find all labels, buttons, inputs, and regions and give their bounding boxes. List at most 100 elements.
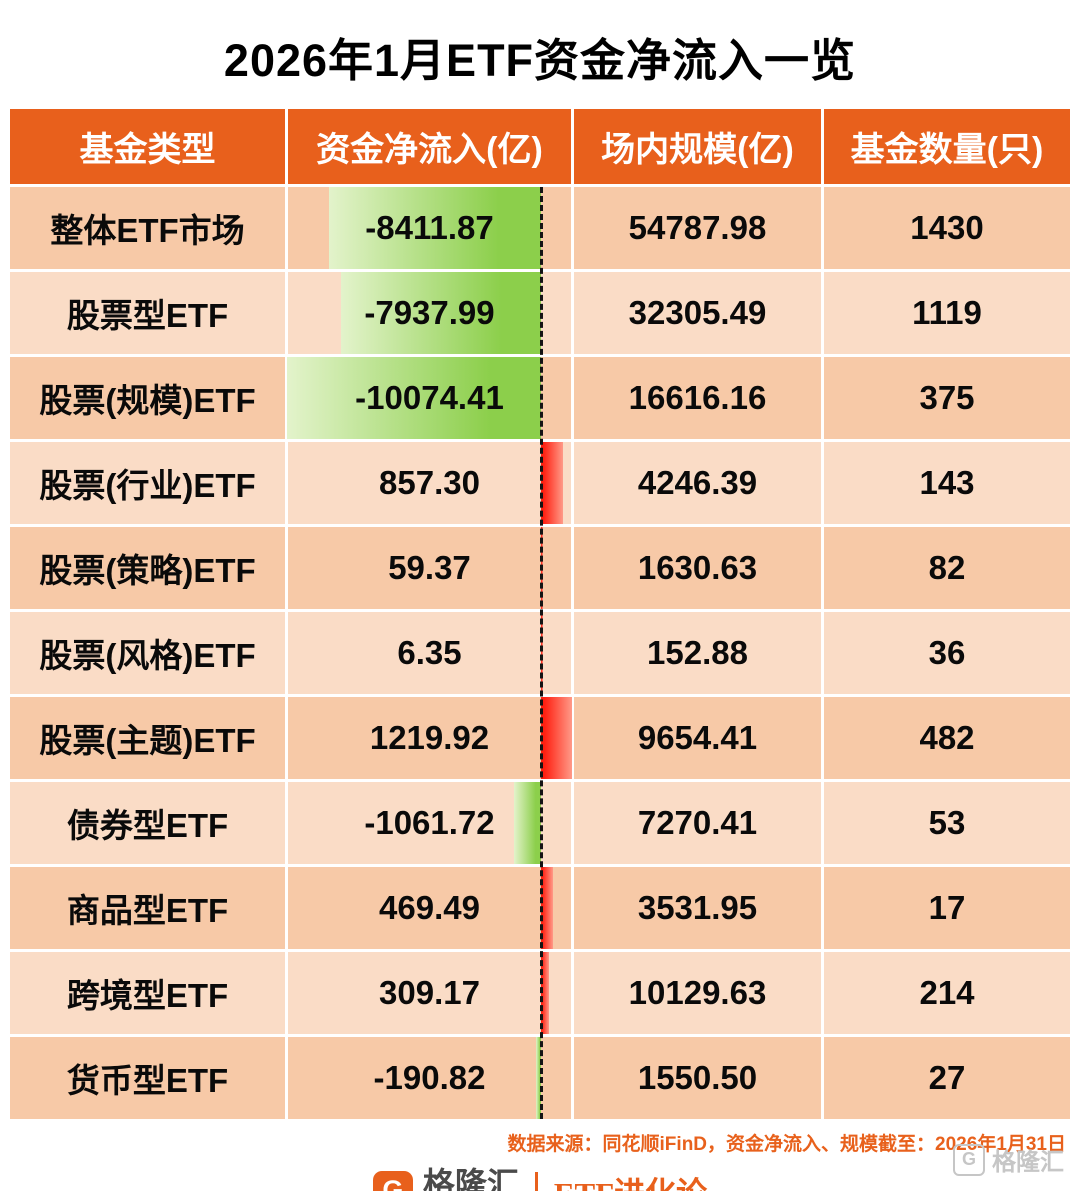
market-scale-cell: 32305.49 (574, 272, 821, 354)
market-scale-cell: 10129.63 (574, 952, 821, 1034)
fund-type-cell: 股票(主题)ETF (10, 697, 285, 779)
market-scale-text: 54787.98 (628, 209, 767, 246)
net-inflow-cell: 857.30 (288, 442, 571, 524)
fund-type-text: 跨境型ETF (66, 977, 229, 1014)
fund-count-cell: 482 (824, 697, 1070, 779)
header-fund-type: 基金类型 (10, 109, 285, 184)
header-net-inflow: 资金净流入(亿) (288, 109, 571, 184)
fund-count-text: 82 (928, 549, 966, 586)
market-scale-cell: 7270.41 (574, 782, 821, 864)
market-scale-text: 7270.41 (637, 804, 758, 841)
table-row: 债券型ETF -1061.72 7270.41 53 (10, 782, 1070, 864)
fund-type-cell: 股票(策略)ETF (10, 527, 285, 609)
market-scale-text: 9654.41 (637, 719, 758, 756)
market-scale-text: 152.88 (647, 634, 748, 671)
etf-table: 基金类型 资金净流入(亿) 场内规模(亿) 基金数量(只) 整体ETF市场 -8… (10, 109, 1070, 1119)
header-market-scale: 场内规模(亿) (574, 109, 821, 184)
fund-count-cell: 1119 (824, 272, 1070, 354)
fund-type-cell: 债券型ETF (10, 782, 285, 864)
fund-type-text: 债券型ETF (66, 807, 229, 844)
fund-count-cell: 1430 (824, 187, 1070, 269)
market-scale-cell: 4246.39 (574, 442, 821, 524)
fund-count-text: 27 (928, 1059, 966, 1096)
inflow-bar (541, 867, 553, 949)
fund-type-text: 商品型ETF (66, 892, 229, 929)
fund-type-cell: 股票型ETF (10, 272, 285, 354)
net-inflow-text: -8411.87 (365, 209, 494, 246)
watermark-logo-icon: G (953, 1143, 985, 1176)
market-scale-text: 1550.50 (637, 1059, 758, 1096)
fund-count-cell: 143 (824, 442, 1070, 524)
inflow-bar (329, 187, 541, 269)
fund-count-text: 53 (928, 804, 966, 841)
fund-count-cell: 82 (824, 527, 1070, 609)
market-scale-text: 10129.63 (628, 974, 767, 1011)
market-scale-cell: 152.88 (574, 612, 821, 694)
fund-type-cell: 股票(行业)ETF (10, 442, 285, 524)
net-inflow-text: -10074.41 (355, 379, 504, 416)
fund-type-text: 股票(策略)ETF (39, 552, 256, 589)
net-inflow-cell: 6.35 (288, 612, 571, 694)
fund-type-text: 股票(行业)ETF (39, 467, 256, 504)
data-source-note: 数据来源：同花顺iFinD，资金净流入、规模截至：2026年1月31日 (507, 1134, 1066, 1155)
inflow-bar (541, 952, 549, 1034)
fund-count-cell: 17 (824, 867, 1070, 949)
inflow-bar (536, 1037, 541, 1119)
table-row: 股票(主题)ETF 1219.92 9654.41 482 (10, 697, 1070, 779)
fund-type-text: 货币型ETF (66, 1062, 229, 1099)
footer-brandbar: G 格隆汇 www.gelonghui.com ETF进化论 (0, 1168, 1080, 1191)
fund-count-text: 214 (919, 974, 975, 1011)
fund-count-cell: 214 (824, 952, 1070, 1034)
table-row: 跨境型ETF 309.17 10129.63 214 (10, 952, 1070, 1034)
market-scale-text: 1630.63 (637, 549, 758, 586)
page-title: 2026年1月ETF资金净流入一览 (223, 35, 857, 86)
table-header-row: 基金类型 资金净流入(亿) 场内规模(亿) 基金数量(只) (10, 109, 1070, 184)
inflow-bar (340, 272, 541, 354)
table-row: 股票(行业)ETF 857.30 4246.39 143 (10, 442, 1070, 524)
fund-count-cell: 53 (824, 782, 1070, 864)
brand-logo-group: G 格隆汇 www.gelonghui.com (372, 1168, 519, 1191)
net-inflow-cell: 59.37 (288, 527, 571, 609)
net-inflow-cell: -190.82 (288, 1037, 571, 1119)
fund-count-text: 36 (928, 634, 966, 671)
net-inflow-cell: 469.49 (288, 867, 571, 949)
table-row: 股票(规模)ETF -10074.41 16616.16 375 (10, 357, 1070, 439)
inflow-bar (541, 697, 572, 779)
fund-type-cell: 股票(规模)ETF (10, 357, 285, 439)
market-scale-text: 16616.16 (628, 379, 767, 416)
inflow-bar (514, 782, 541, 864)
fund-type-cell: 商品型ETF (10, 867, 285, 949)
net-inflow-text: 59.37 (388, 549, 471, 586)
fund-type-text: 股票(主题)ETF (39, 722, 256, 759)
table-body: 整体ETF市场 -8411.87 54787.98 1430 股票型ETF -7… (10, 187, 1070, 1119)
table-row: 货币型ETF -190.82 1550.50 27 (10, 1037, 1070, 1119)
fund-type-cell: 跨境型ETF (10, 952, 285, 1034)
fund-count-text: 143 (919, 464, 975, 501)
brand-name-block: 格隆汇 www.gelonghui.com (423, 1168, 519, 1191)
fund-count-text: 17 (928, 889, 966, 926)
net-inflow-cell: 1219.92 (288, 697, 571, 779)
header-fund-count: 基金数量(只) (824, 109, 1070, 184)
fund-type-cell: 整体ETF市场 (10, 187, 285, 269)
inflow-bar (287, 357, 541, 439)
watermark-text: 格隆汇 (992, 1149, 1064, 1176)
fund-type-cell: 股票(风格)ETF (10, 612, 285, 694)
market-scale-text: 32305.49 (628, 294, 767, 331)
brand-name: 格隆汇 (422, 1166, 519, 1191)
market-scale-cell: 9654.41 (574, 697, 821, 779)
table-row: 商品型ETF 469.49 3531.95 17 (10, 867, 1070, 949)
corner-watermark: G 格隆汇 (953, 1142, 1064, 1177)
fund-count-cell: 27 (824, 1037, 1070, 1119)
market-scale-cell: 3531.95 (574, 867, 821, 949)
net-inflow-text: -1061.72 (364, 804, 495, 841)
fund-type-text: 股票型ETF (66, 297, 229, 334)
inflow-bar (541, 442, 563, 524)
fund-count-text: 1430 (910, 209, 984, 246)
fund-type-text: 股票(规模)ETF (39, 382, 256, 419)
market-scale-cell: 1630.63 (574, 527, 821, 609)
net-inflow-text: -190.82 (373, 1059, 486, 1096)
market-scale-cell: 54787.98 (574, 187, 821, 269)
market-scale-cell: 1550.50 (574, 1037, 821, 1119)
gelonghui-logo-icon: G (372, 1170, 413, 1191)
